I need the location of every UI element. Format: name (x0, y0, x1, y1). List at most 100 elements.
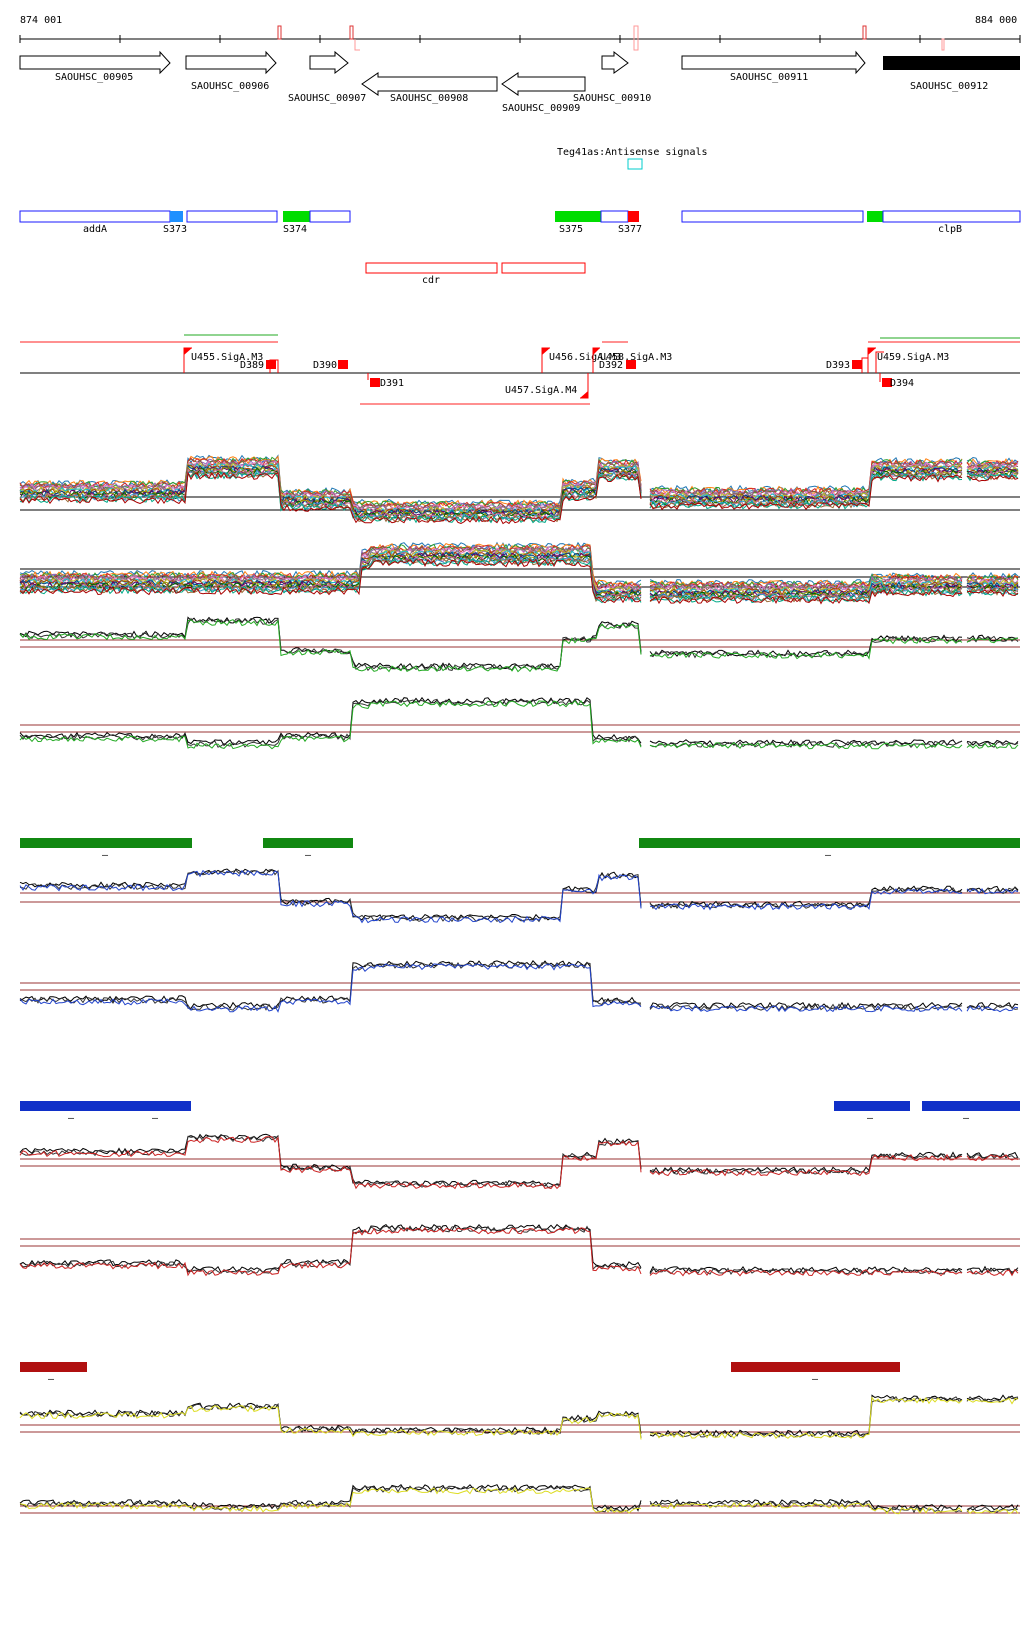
gene-arrow-00905[interactable] (19, 50, 171, 75)
expression-trace (966, 473, 1019, 482)
condition-bar-blue[interactable] (834, 1101, 910, 1111)
expression-trace (649, 1151, 963, 1174)
expression-trace (966, 635, 1019, 643)
expression-trace (19, 696, 642, 747)
segment[interactable] (867, 211, 883, 222)
expression-trace (649, 740, 963, 748)
antisense-box[interactable] (627, 158, 643, 170)
gene-label: SAOUHSC_00910 (573, 93, 651, 104)
bar-dash: – (68, 1113, 75, 1124)
terminator-d392[interactable] (626, 360, 636, 369)
expression-trace (966, 1505, 1019, 1513)
expression-trace (19, 699, 642, 750)
promoter-label: U459.SigA.M3 (877, 352, 949, 363)
expression-trace (20, 468, 642, 521)
segment-label: cdr (422, 275, 440, 286)
segment[interactable] (681, 210, 864, 223)
expression-trace (649, 1396, 963, 1439)
expression-trace (19, 547, 642, 591)
ruler (19, 35, 1021, 43)
expression-trace (649, 588, 963, 604)
terminator-label: D389 (240, 360, 264, 371)
promoter-label: U455.SigA.M3 (191, 352, 263, 363)
condition-group-yellow (19, 1394, 1020, 1515)
expression-trace (19, 1486, 641, 1514)
coord-end: 884 000 (975, 15, 1017, 26)
expression-trace (966, 1151, 1019, 1159)
expression-trace (19, 558, 642, 604)
expression-trace (966, 887, 1019, 894)
gene-arrow-00912[interactable] (883, 56, 1020, 70)
condition-bar-red[interactable] (20, 1362, 87, 1372)
segment-cdr-2[interactable] (501, 262, 586, 274)
trace-green-minus (19, 696, 1020, 750)
expression-trace (19, 1404, 642, 1440)
antisense-label: Teg41as:Antisense signals (557, 147, 708, 158)
bar-dash: – (152, 1113, 159, 1124)
promoter-track: U455.SigA.M3 U456.SigA.M3 U458.SigA.M3 U… (20, 334, 1020, 405)
expression-trace (966, 589, 1019, 598)
terminator-d389[interactable] (266, 360, 276, 369)
gene-arrow-00911[interactable] (681, 50, 866, 75)
terminator-d391[interactable] (370, 378, 380, 387)
promoter-label: U457.SigA.M4 (505, 385, 577, 396)
condition-bar-green[interactable] (20, 838, 192, 848)
gene-label: SAOUHSC_00911 (730, 72, 808, 83)
expression-trace (649, 636, 963, 659)
terminator-d390[interactable] (338, 360, 348, 369)
condition-group-green: – – – (19, 616, 1020, 861)
segment-s377[interactable] (628, 211, 639, 222)
expression-trace (19, 961, 642, 1011)
gene-arrow-00907[interactable] (309, 50, 349, 75)
gene-label: SAOUHSC_00905 (55, 72, 133, 83)
expression-trace (649, 1153, 963, 1177)
bar-dash: – (48, 1374, 55, 1385)
gene-arrow-00909[interactable] (501, 72, 586, 96)
segment-s374[interactable] (283, 211, 310, 222)
terminator-d393[interactable] (852, 360, 862, 369)
expression-trace (649, 888, 963, 911)
expression-trace (966, 456, 1019, 466)
expression-trace (649, 474, 963, 511)
trace-yellow-minus (19, 1483, 1020, 1515)
gene-arrow-00910[interactable] (601, 50, 629, 74)
condition-bar-green[interactable] (639, 838, 1020, 848)
expression-trace (649, 1396, 963, 1439)
expression-trace (649, 742, 963, 750)
segment-s373[interactable] (170, 211, 183, 222)
expression-trace (19, 962, 642, 1013)
expression-trace (649, 462, 963, 499)
segment[interactable] (309, 210, 351, 223)
expression-trace (19, 1135, 642, 1190)
gene-arrow-00908[interactable] (361, 72, 498, 96)
expression-trace (966, 474, 1019, 482)
segment-cdr[interactable] (365, 262, 498, 274)
segment-s375[interactable] (555, 211, 601, 222)
expression-trace (649, 588, 963, 605)
expression-trace (19, 470, 642, 524)
expression-trace (649, 1502, 963, 1515)
condition-bar-blue[interactable] (20, 1101, 191, 1111)
expression-trace (649, 471, 963, 508)
gene-label: SAOUHSC_00909 (502, 103, 580, 114)
trace-red-plus (19, 1133, 1020, 1190)
gene-label: SAOUHSC_00906 (191, 81, 269, 92)
condition-bar-red[interactable] (731, 1362, 900, 1372)
segment-addA[interactable] (19, 210, 171, 223)
terminator-label: D394 (890, 378, 914, 389)
segment-clpB[interactable] (882, 210, 1021, 223)
expression-trace (966, 739, 1019, 746)
gene-arrow-00906[interactable] (185, 50, 277, 75)
segment[interactable] (600, 210, 629, 223)
expression-panel-strand-plus (19, 454, 1020, 525)
condition-bar-green[interactable] (263, 838, 353, 848)
segment-label: S373 (163, 224, 187, 235)
expression-trace (966, 742, 1019, 749)
bar-dash: – (963, 1113, 970, 1124)
segment[interactable] (186, 210, 278, 223)
condition-bar-blue[interactable] (922, 1101, 1020, 1111)
expression-trace (966, 1269, 1019, 1277)
bar-dash: – (867, 1113, 874, 1124)
expression-trace (649, 885, 963, 908)
terminator-d394[interactable] (882, 378, 892, 387)
